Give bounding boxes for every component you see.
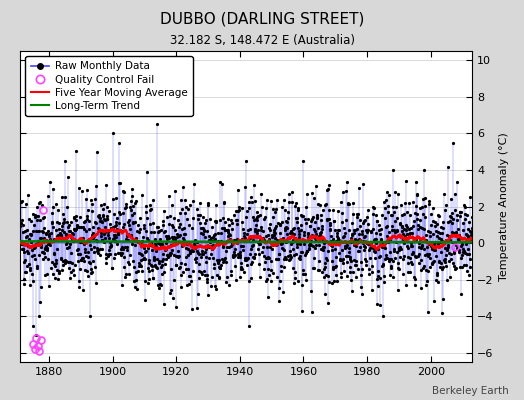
Text: DUBBO (DARLING STREET): DUBBO (DARLING STREET) xyxy=(160,12,364,27)
Y-axis label: Temperature Anomaly (°C): Temperature Anomaly (°C) xyxy=(499,132,509,281)
Legend: Raw Monthly Data, Quality Control Fail, Five Year Moving Average, Long-Term Tren: Raw Monthly Data, Quality Control Fail, … xyxy=(26,56,193,116)
Text: 32.182 S, 148.472 E (Australia): 32.182 S, 148.472 E (Australia) xyxy=(169,34,355,47)
Text: Berkeley Earth: Berkeley Earth xyxy=(432,386,508,396)
